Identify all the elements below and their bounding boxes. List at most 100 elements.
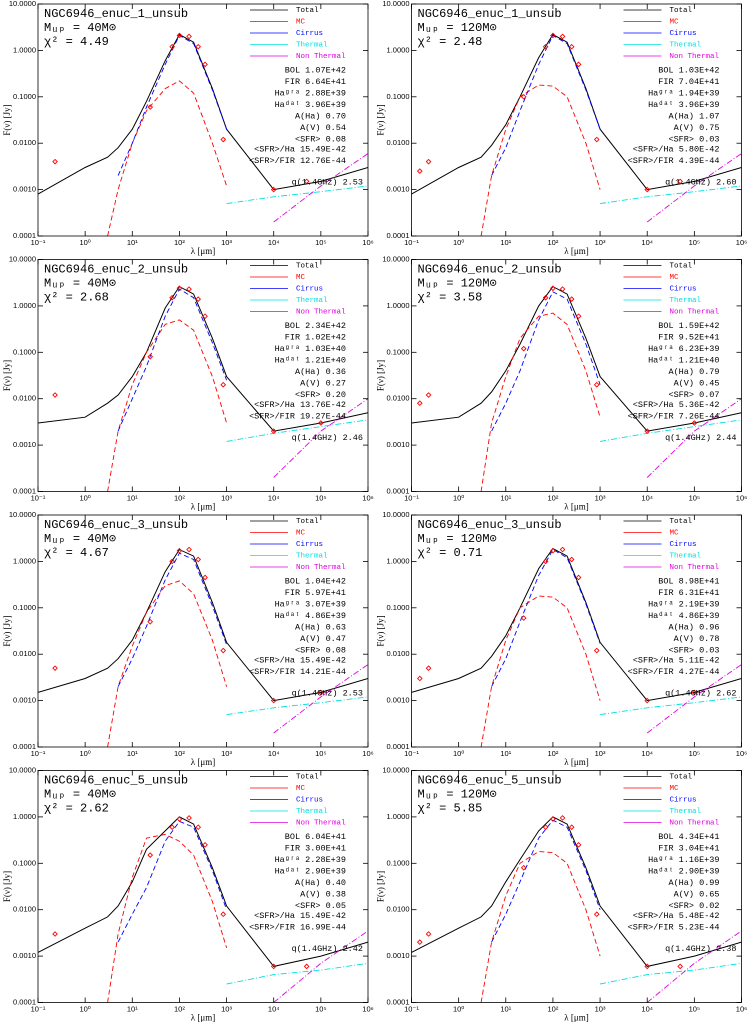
stat-line: BOL 1.59E+42: [658, 321, 719, 331]
x-tick-label: 10⁴: [268, 493, 280, 502]
plot-area: [411, 815, 742, 1003]
stat-line: <SFR> 0.07: [668, 390, 719, 400]
x-tick-label: 10⁵: [689, 749, 700, 758]
y-tick-label: 0.0010: [13, 951, 36, 960]
observed-point: [644, 186, 651, 193]
stat-line: Haᵈᵃᵗ 1.21E+40: [648, 355, 719, 365]
x-tick-label: 10⁵: [315, 238, 326, 247]
series-line: [117, 820, 228, 943]
stat-line: <SFR>/Ha 15.49E-42: [254, 144, 346, 154]
observed-point: [575, 574, 582, 581]
x-tick-label: 10¹: [500, 493, 511, 502]
legend-label: MC: [670, 274, 680, 282]
stat-line: <SFR>/Ha 15.49E-42: [254, 911, 346, 921]
series-line: [491, 34, 601, 176]
x-tick-label: 10⁵: [315, 493, 326, 502]
x-tick-label: 10⁵: [689, 238, 700, 247]
stat-line: Haᵈᵃᵗ 2.90E+39: [275, 866, 346, 876]
stat-line: Haᵍʳᵃ 3.07E+39: [275, 599, 346, 609]
plot-area: [411, 285, 742, 492]
stat-line: <SFR>/Ha 5.11E-42: [633, 655, 720, 665]
y-tick-label: 0.0010: [387, 185, 410, 194]
series-line: [273, 398, 368, 478]
chi-square: χ² = 2.68: [44, 291, 109, 305]
x-tick-label: 10³: [221, 1004, 232, 1013]
x-tick-label: 10²: [548, 238, 559, 247]
stat-line: A(V) 0.54: [300, 123, 346, 133]
observed-point: [542, 294, 549, 301]
stat-line: Haᵍʳᵃ 2.88E+39: [275, 88, 346, 98]
x-tick-label: 10⁰: [453, 1004, 464, 1013]
stat-line: <SFR>/FIR 7.26E-44: [628, 411, 720, 421]
stat-line: <SFR>/FIR 19.27E-44: [249, 411, 346, 421]
stat-line: <SFR>/FIR 12.76E-44: [249, 156, 346, 166]
series-line: [38, 285, 368, 432]
x-tick-label: 10⁰: [453, 749, 464, 758]
y-tick-label: 0.0001: [387, 231, 410, 240]
observed-point: [195, 43, 202, 50]
series-line: [480, 851, 601, 1003]
observed-point: [691, 420, 698, 426]
observed-point: [416, 675, 423, 682]
series-line: [226, 185, 368, 205]
stat-line: FIR 5.97E+41: [285, 588, 346, 598]
observed-point: [147, 618, 154, 625]
x-tick-label: 10⁻¹: [404, 749, 419, 758]
observed-point: [550, 285, 556, 292]
observed-point: [542, 824, 549, 831]
stat-line: Haᵍʳᵃ 1.94E+39: [648, 88, 719, 98]
y-tick-label: 1.0000: [13, 812, 36, 821]
series-line: [38, 548, 368, 702]
observed-point: [303, 178, 310, 185]
legend-label: Non Thermal: [296, 819, 346, 827]
y-tick-label: 10.0000: [382, 510, 409, 519]
observed-point: [270, 963, 277, 970]
x-tick-label: 10⁴: [268, 238, 280, 247]
x-axis-label: λ [μm]: [564, 757, 588, 767]
plot-area: [38, 815, 368, 1003]
observed-point: [575, 841, 582, 848]
y-tick-label: 1.0000: [387, 45, 410, 54]
stat-line: A(Ha) 1.07: [668, 111, 719, 121]
y-axis-label: F(ν) [Jy]: [2, 615, 12, 646]
observed-point: [169, 824, 175, 831]
stat-line: <SFR>/Ha 5.80E-42: [633, 144, 720, 154]
panel-title: NGC6946_enuc_2_unsub: [44, 263, 188, 277]
x-tick-label: 10³: [595, 749, 606, 758]
x-tick-label: 10¹: [500, 1004, 511, 1013]
y-tick-label: 10.0000: [382, 254, 409, 263]
plot-frame: [411, 514, 742, 748]
observed-point: [220, 381, 227, 388]
y-tick-label: 0.0001: [13, 486, 36, 495]
series-line: [107, 833, 228, 1003]
stat-line: A(V) 0.65: [674, 889, 720, 899]
observed-point: [176, 285, 183, 292]
stat-line: Haᵍʳᵃ 2.28E+39: [275, 855, 346, 865]
stat-line: A(V) 0.75: [674, 123, 720, 133]
y-tick-label: 0.0010: [387, 951, 410, 960]
observed-point: [520, 615, 527, 621]
legend-label: Non Thermal: [296, 53, 346, 61]
series-line: [491, 291, 601, 432]
observed-point: [202, 313, 208, 320]
legend-label: Total: [296, 262, 319, 270]
legend-label: Cirrus: [670, 285, 697, 293]
x-tick-label: 10⁻¹: [31, 493, 46, 502]
legend-label: Thermal: [296, 297, 328, 305]
y-tick-label: 10.0000: [9, 0, 36, 8]
series-line: [117, 552, 228, 687]
x-tick-label: 10⁴: [641, 238, 653, 247]
radio-q: q(1.4GHz) 2.53: [292, 688, 363, 698]
stat-line: FIR 7.04E+41: [658, 77, 719, 87]
stat-line: FIR 3.04E+41: [658, 843, 719, 853]
mass-limit: Mᵤₚ = 120M⊙: [418, 532, 497, 546]
panel-title: NGC6946_enuc_2_unsub: [418, 263, 562, 277]
x-tick-label: 10⁰: [79, 238, 90, 247]
plot-frame: [411, 770, 742, 1003]
observed-point: [220, 911, 227, 918]
stat-line: BOL 2.34E+42: [285, 321, 346, 331]
observed-point: [593, 911, 600, 918]
y-tick-label: 0.1000: [387, 858, 410, 867]
series-line: [646, 153, 742, 223]
series-line: [226, 419, 368, 442]
